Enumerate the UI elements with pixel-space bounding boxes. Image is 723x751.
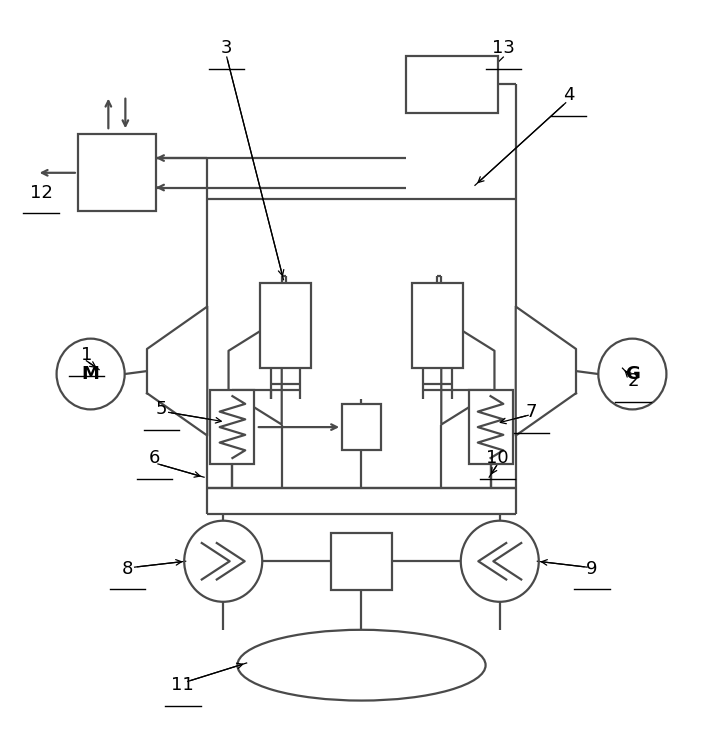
Bar bbox=[331, 532, 392, 590]
Text: 5: 5 bbox=[155, 400, 167, 418]
Text: 1: 1 bbox=[81, 346, 92, 364]
Bar bbox=[342, 404, 381, 450]
Text: 12: 12 bbox=[30, 184, 53, 202]
Text: 10: 10 bbox=[487, 449, 509, 467]
Text: 2: 2 bbox=[628, 372, 639, 391]
Text: 9: 9 bbox=[586, 559, 598, 578]
Bar bbox=[210, 391, 254, 464]
Text: 13: 13 bbox=[492, 39, 515, 57]
Text: 4: 4 bbox=[562, 86, 574, 104]
Text: 3: 3 bbox=[221, 39, 233, 57]
Text: 7: 7 bbox=[526, 403, 537, 421]
Text: M: M bbox=[82, 365, 100, 383]
Text: 8: 8 bbox=[121, 559, 133, 578]
Text: 11: 11 bbox=[171, 676, 194, 694]
Bar bbox=[260, 283, 311, 368]
Bar bbox=[78, 134, 156, 212]
Bar bbox=[406, 56, 498, 113]
Bar bbox=[469, 391, 513, 464]
Bar bbox=[412, 283, 463, 368]
Text: G: G bbox=[625, 365, 640, 383]
Text: 6: 6 bbox=[149, 449, 160, 467]
